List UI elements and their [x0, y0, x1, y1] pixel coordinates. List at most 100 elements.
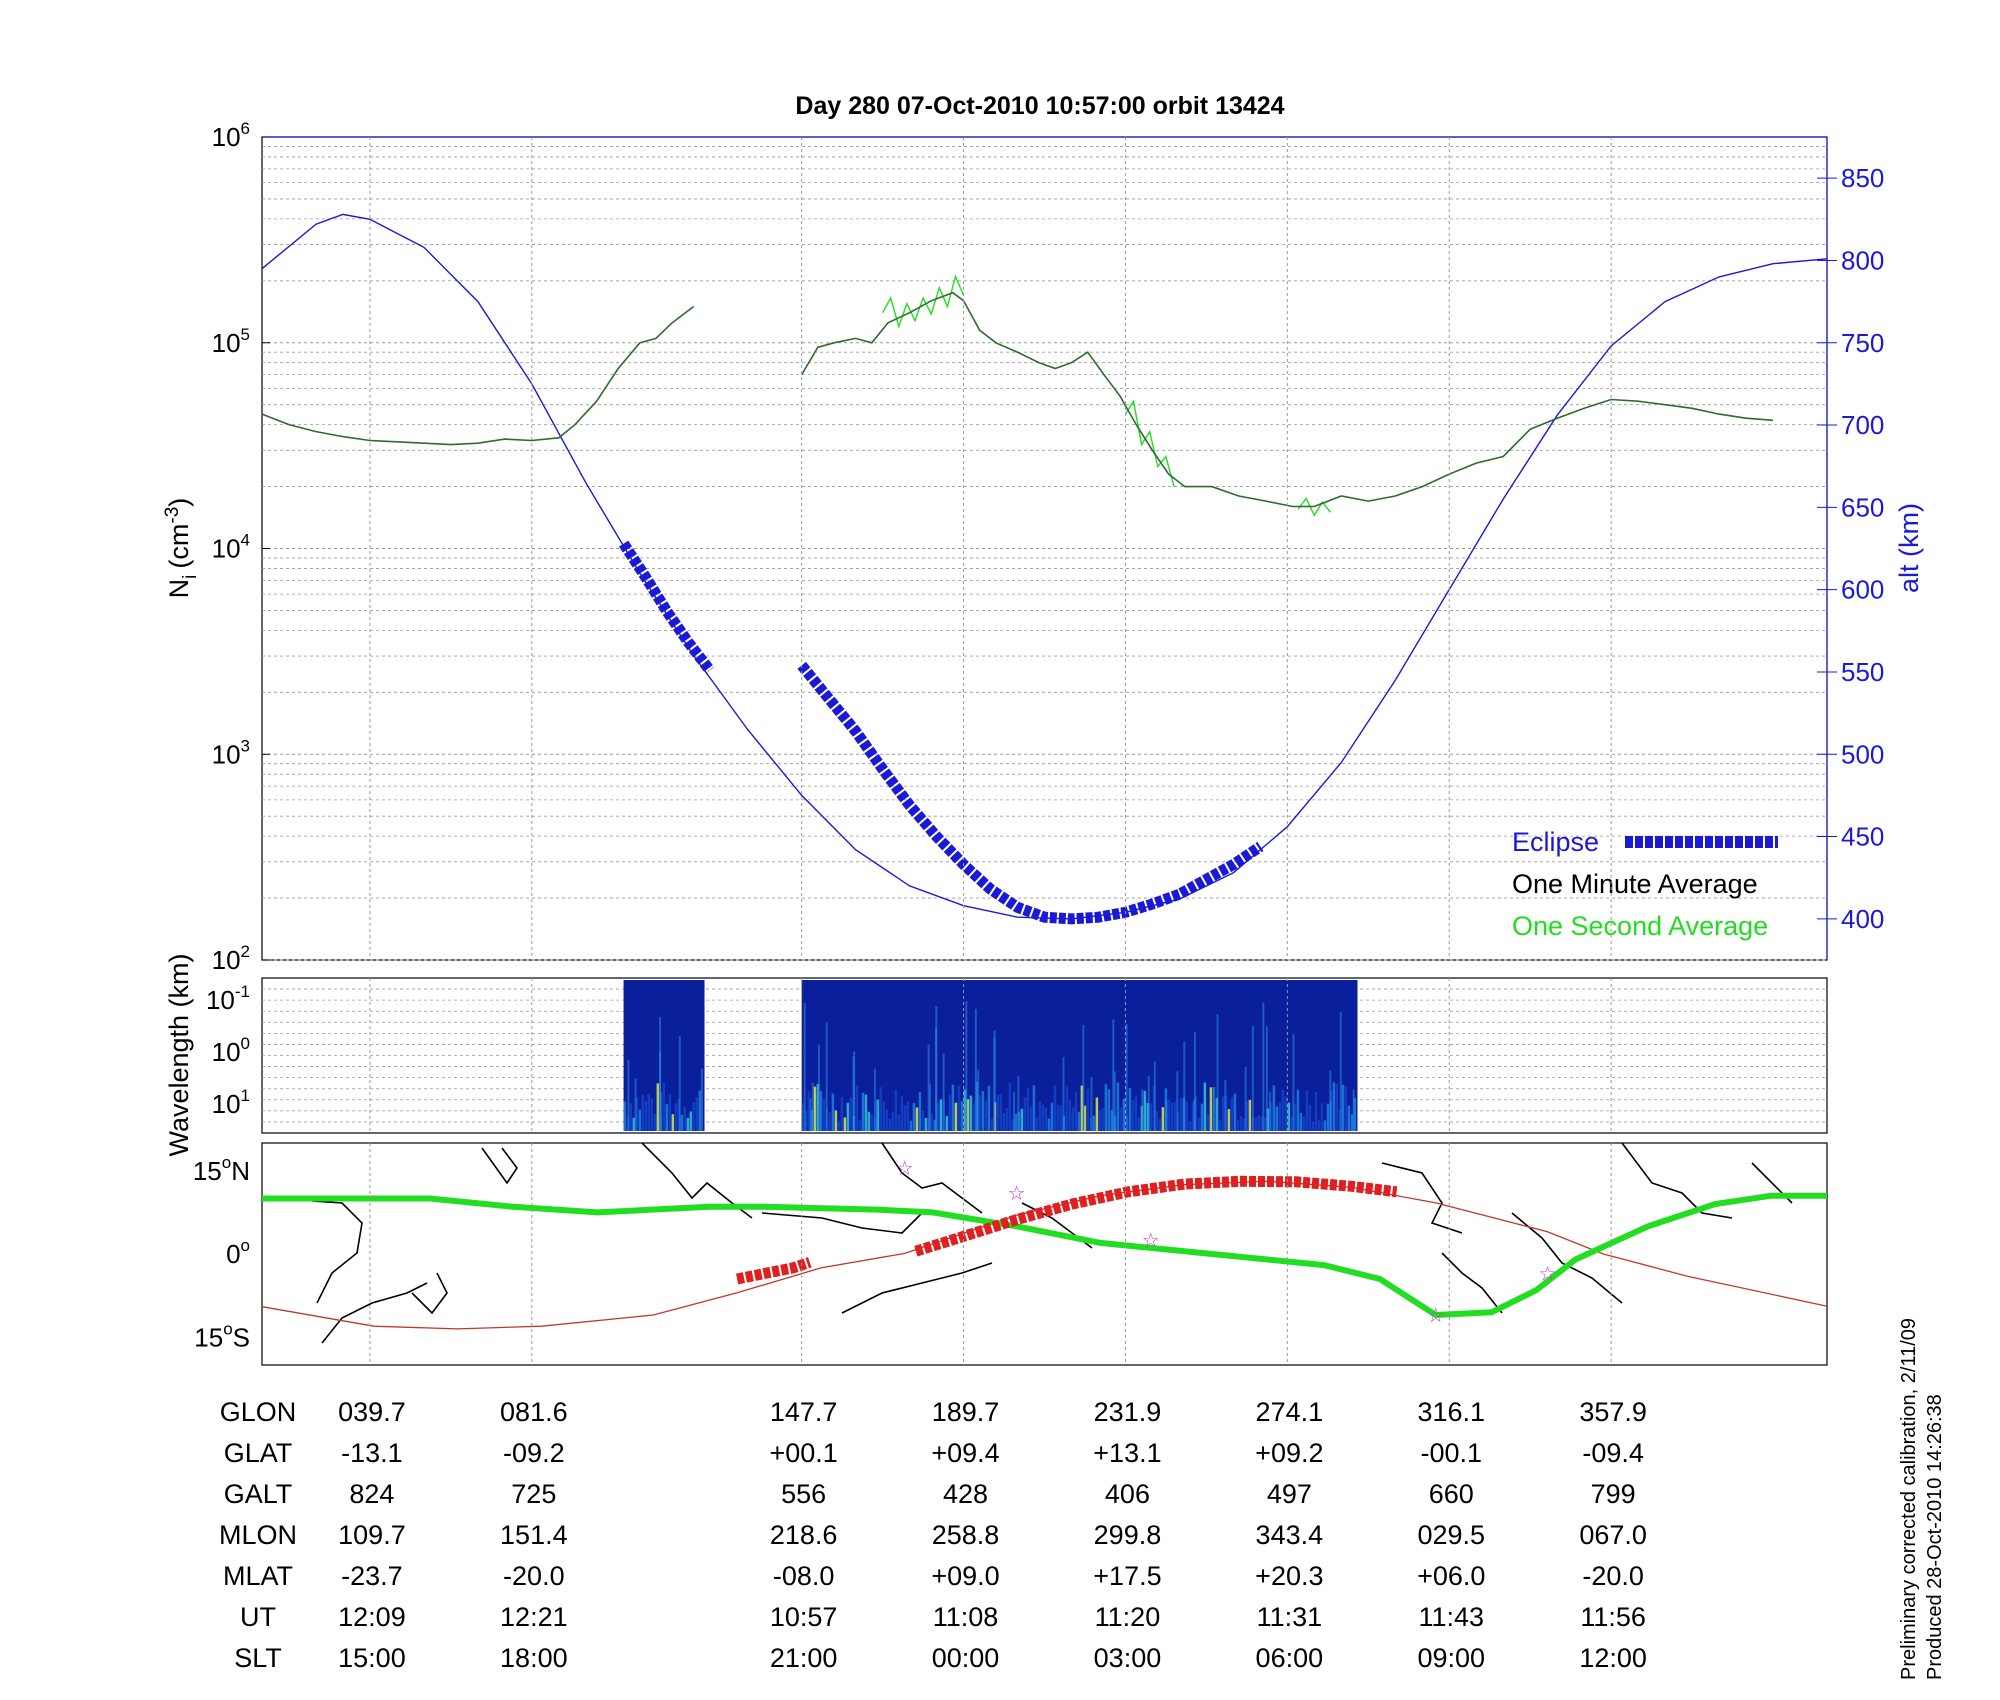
altitude-y-axis-label: alt (km): [1894, 503, 1924, 593]
spectrogram-cell: [635, 1097, 639, 1131]
map-y-tick-label: 15oN: [193, 1153, 250, 1186]
spectrogram-cell: [1008, 1082, 1012, 1131]
spectrogram-cell: [1026, 1087, 1030, 1131]
spectrogram-cell: [1344, 1086, 1348, 1131]
altitude-line: [261, 213, 1828, 920]
density-grid: [262, 146, 1827, 961]
spectrogram-cell: [1248, 1099, 1252, 1131]
legend-eclipse-label: Eclipse: [1512, 827, 1599, 857]
table-cell: 067.0: [1579, 1520, 1647, 1550]
spectrogram-streak: [928, 1083, 931, 1131]
spectrogram-cell: [906, 1101, 910, 1131]
spectrogram-cell: [909, 1120, 913, 1131]
density-y-ticks: 102 103 104 105 106: [212, 119, 270, 975]
spectrogram-cell: [840, 1097, 844, 1131]
spectrogram-streak: [1017, 1076, 1020, 1131]
spectrogram-cell: [804, 1110, 808, 1131]
spectrogram-cell: [1236, 1120, 1240, 1131]
table-cell: 09:00: [1417, 1643, 1485, 1673]
spectrogram-streak: [1224, 1080, 1227, 1131]
spectrogram-streak: [659, 1017, 662, 1131]
table-cell: -20.0: [1582, 1561, 1644, 1591]
spectrogram-cell: [1350, 1114, 1354, 1131]
spectrogram-cell: [1011, 1119, 1015, 1131]
spectrogram-cell: [1212, 1087, 1216, 1131]
table-cell: +13.1: [1093, 1438, 1161, 1468]
spectrogram-cell: [1290, 1116, 1294, 1131]
spectrogram-streak: [809, 1098, 812, 1131]
table-row-label: GLON: [220, 1397, 297, 1427]
spectrogram-cell: [1143, 1090, 1147, 1131]
spectrogram-cell: [1047, 1118, 1051, 1131]
spectrogram-streak: [1244, 1066, 1247, 1131]
spectrogram-cell: [632, 1117, 636, 1131]
spectrogram-streak: [1251, 1025, 1254, 1131]
table-cell: 497: [1267, 1479, 1312, 1509]
y2-tick-label: 750: [1841, 328, 1884, 358]
spectrogram-streak: [1147, 1076, 1150, 1131]
spectrogram-cell: [1263, 1116, 1267, 1131]
spectrogram-streak: [1269, 1091, 1272, 1131]
table-row-label: UT: [240, 1602, 276, 1632]
table-cell: 406: [1105, 1479, 1150, 1509]
spectrogram-streak: [875, 1099, 878, 1131]
star-marker: ☆: [1539, 1263, 1557, 1285]
spectrogram-cell: [1083, 1105, 1087, 1131]
spectrogram-cell: [951, 1084, 955, 1131]
coastline: [321, 1282, 428, 1344]
spectrogram-cell: [1044, 1107, 1048, 1131]
spectrogram-cell: [1284, 1096, 1288, 1131]
spectrogram-cell: [1296, 1089, 1300, 1131]
spectrogram-cell: [924, 1117, 928, 1131]
spectrogram-cell: [683, 1106, 687, 1131]
spectrogram-cell: [1086, 1088, 1090, 1131]
density-lines: [261, 213, 1828, 925]
table-cell: +09.2: [1255, 1438, 1323, 1468]
spectrogram-cell: [692, 1102, 696, 1131]
spectrogram-cell: [1293, 1104, 1297, 1131]
spectrogram-cell: [1278, 1102, 1282, 1131]
note-calibration: Preliminary corrected calibration, 2/11/…: [1898, 1318, 1920, 1680]
table-row-label: SLT: [234, 1643, 282, 1673]
table-cell: 824: [349, 1479, 394, 1509]
spectrogram-streak: [1265, 1026, 1268, 1131]
spectrogram-cell: [1056, 1104, 1060, 1131]
spectrogram-cell: [996, 1094, 1000, 1131]
spectrogram-cell: [1260, 1116, 1264, 1131]
spectrogram-cell: [807, 1091, 811, 1131]
spectrogram-cell: [975, 1082, 979, 1131]
spectrogram-cell: [1077, 1111, 1081, 1131]
spectrogram-cell: [1035, 1117, 1039, 1131]
spectrogram-streak: [942, 1053, 945, 1131]
spectrogram-cell: [1287, 1102, 1291, 1131]
y2-tick-label: 450: [1841, 822, 1884, 852]
spectrogram-cell: [819, 1091, 823, 1131]
spectrogram-cell: [1059, 1105, 1063, 1131]
y2-tick-label: 800: [1841, 245, 1884, 275]
spectrogram-cell: [1281, 1089, 1285, 1131]
table-cell: +17.5: [1093, 1561, 1161, 1591]
table-cell: 029.5: [1417, 1520, 1485, 1550]
spectrogram-cell: [653, 1113, 657, 1131]
spectrogram-streak: [993, 1030, 996, 1131]
spectrogram-cell: [1221, 1096, 1225, 1131]
spectrogram-cell: [948, 1094, 952, 1131]
map-y-tick-label: 15oS: [194, 1319, 250, 1352]
table-cell: 274.1: [1256, 1397, 1324, 1427]
spectrogram-cell: [1167, 1099, 1171, 1131]
table-cell: 15:00: [338, 1643, 406, 1673]
y-tick-label: 104: [212, 531, 250, 564]
y2-tick-label: 550: [1841, 657, 1884, 687]
table-cell: 151.4: [500, 1520, 568, 1550]
spectrogram-cell: [1206, 1114, 1210, 1131]
spectrogram-cell: [1332, 1082, 1336, 1131]
table-cell: 12:21: [500, 1602, 568, 1632]
spectrogram-cell: [1230, 1097, 1234, 1131]
one-second-average-line: [1124, 399, 1175, 487]
spectrogram-cell: [846, 1102, 850, 1131]
spectrogram-cell: [695, 1096, 699, 1131]
table-cell: +20.3: [1255, 1561, 1323, 1591]
spectrogram-streak: [811, 1082, 814, 1131]
spectrogram-cell: [894, 1089, 898, 1131]
spectrogram-cell: [644, 1101, 648, 1131]
